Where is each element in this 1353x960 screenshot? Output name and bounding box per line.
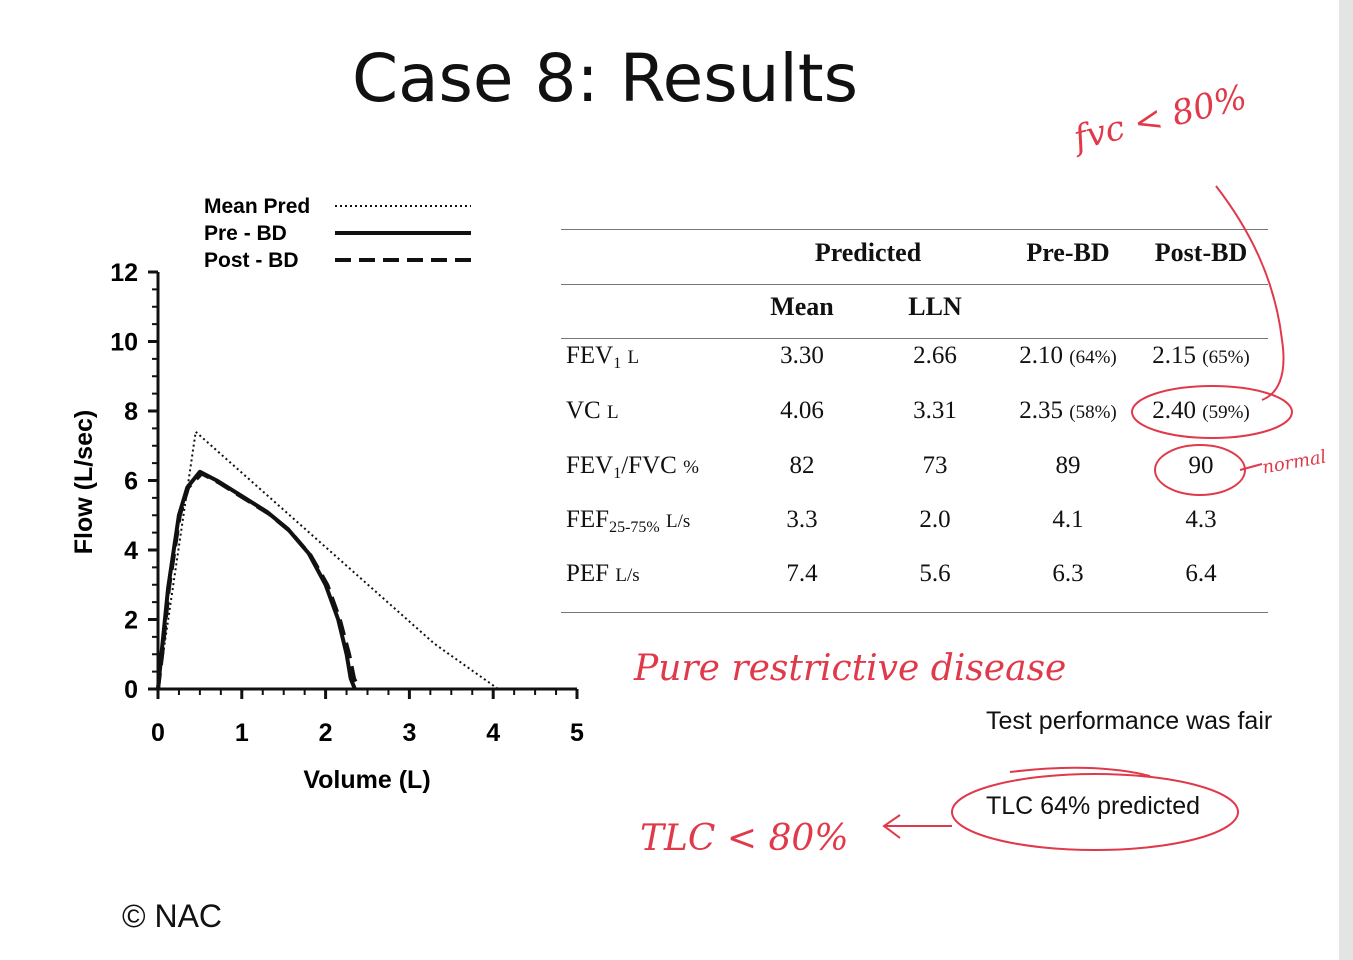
x-tick-label: 4: [486, 719, 500, 747]
row-unit: L: [606, 402, 619, 423]
fvc-connector-line: [1215, 185, 1285, 401]
cell-mean: 3.30: [780, 342, 824, 369]
cell-lln: 5.6: [919, 560, 951, 587]
cell-mean: 4.06: [780, 397, 824, 424]
row-label-text: VC: [566, 397, 601, 424]
tlc-top-mark: [1009, 766, 1151, 777]
cell-post-bd: 2.40 (59%): [1152, 397, 1250, 424]
cell-pre-bd: 4.1: [1052, 506, 1084, 533]
handwritten-tlc-note: TLC < 80%: [640, 818, 849, 859]
cell-mean: 7.4: [786, 560, 818, 587]
y-tick-label: 8: [124, 398, 138, 426]
cell-pre-bd: 6.3: [1052, 560, 1084, 587]
header-pre-bd: Pre-BD: [1026, 238, 1110, 267]
cell-lln: 73: [922, 452, 948, 479]
x-tick-label: 2: [319, 719, 333, 747]
row-label-sub: 25-75%: [609, 519, 660, 536]
y-tick-label: 6: [124, 468, 138, 496]
x-tick-label: 0: [151, 719, 165, 747]
cell-lln: 3.31: [913, 397, 957, 424]
cell-mean: 3.3: [786, 506, 818, 533]
x-axis-label: Volume (L): [303, 766, 430, 794]
vc-post-circle: [1131, 385, 1293, 439]
row-label-sub: 1: [613, 355, 622, 372]
tlc-arrow: [882, 814, 952, 839]
y-tick-label: 2: [124, 607, 138, 635]
row-unit: %: [683, 457, 699, 478]
table-rule-header: [561, 338, 1268, 339]
row-label: FEV1 L: [566, 342, 639, 373]
row-unit: L/s: [666, 511, 691, 532]
row-label-text: FEV: [566, 452, 614, 479]
normal-pointer: [1239, 463, 1263, 471]
row-label: FEF25-75% L/s: [566, 506, 690, 537]
y-tick-label: 0: [124, 676, 138, 704]
y-axis-label: Flow (L/sec): [70, 410, 98, 554]
row-label: FEV1/FVC %: [566, 452, 699, 483]
row-unit: L: [627, 347, 640, 368]
ratio-post-circle: [1154, 444, 1246, 496]
cell-pre-bd: 89: [1055, 452, 1081, 479]
page-edge: [1339, 0, 1353, 960]
handwritten-disease-note: Pure restrictive disease: [634, 648, 1067, 689]
cell-post-bd: 90: [1188, 452, 1214, 479]
y-tick-label: 10: [110, 329, 138, 357]
header-post-bd: Post-BD: [1154, 238, 1248, 267]
table-rule-mid: [561, 284, 1268, 285]
row-label: PEF L/s: [566, 560, 640, 588]
test-performance-note: Test performance was fair: [986, 707, 1273, 735]
cell-post-bd: 2.15 (65%): [1152, 342, 1250, 369]
row-label-text: FEV: [566, 342, 614, 369]
legend-label: Mean Pred: [204, 195, 310, 218]
row-label-text: FEF: [566, 506, 610, 533]
tlc-circle: [951, 773, 1239, 851]
row-label-text: PEF: [566, 560, 610, 587]
chart-series: [156, 430, 499, 690]
row-label: VC L: [566, 397, 619, 425]
copyright: © NAC: [122, 898, 223, 934]
cell-pre-bd: 2.35 (58%): [1019, 397, 1117, 424]
y-tick-label: 4: [124, 537, 138, 565]
header-mean: Mean: [770, 292, 834, 321]
table-rule-top: [561, 229, 1268, 230]
cell-lln: 2.0: [919, 506, 951, 533]
cell-post-bd: 4.3: [1185, 506, 1217, 533]
table-rule-bottom: [561, 612, 1268, 613]
series-line-1: [156, 469, 357, 690]
x-tick-label: 1: [235, 719, 249, 747]
chart-legend: Mean Pred Pre - BD Post - BD: [204, 195, 471, 272]
y-tick-label: 12: [110, 259, 138, 287]
header-lln: LLN: [908, 292, 962, 321]
page-title: Case 8: Results: [352, 40, 859, 117]
cell-pre-bd: 2.10 (64%): [1019, 342, 1117, 369]
row-label-suffix: /FVC: [621, 452, 677, 479]
x-tick-label: 3: [402, 719, 416, 747]
row-label-sub: 1: [613, 465, 622, 482]
legend-label: Pre - BD: [204, 222, 287, 245]
tlc-note: TLC 64% predicted: [986, 792, 1201, 820]
cell-mean: 82: [789, 452, 815, 479]
cell-post-bd: 6.4: [1185, 560, 1217, 587]
x-tick-label: 5: [570, 719, 584, 747]
row-unit: L/s: [615, 565, 640, 586]
header-predicted: Predicted: [814, 238, 922, 267]
legend-label: Post - BD: [204, 249, 299, 272]
cell-lln: 2.66: [913, 342, 957, 369]
